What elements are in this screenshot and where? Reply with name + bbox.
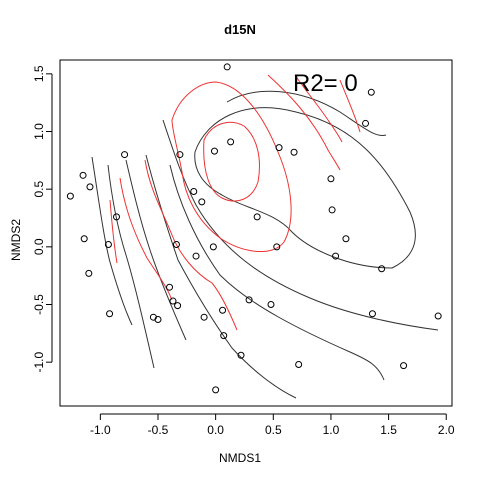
contour-line [171,81,292,253]
contour-line [339,79,361,133]
data-point [209,243,217,251]
y-axis-label: NMDS2 [9,218,23,262]
x-tick-label: 0.0 [207,423,224,437]
data-point [378,265,386,273]
data-point [219,306,227,314]
data-point [342,235,350,243]
data-point [327,175,335,183]
data-point [227,138,235,146]
data-point [85,269,93,277]
data-point [400,362,408,370]
data-point [253,213,261,221]
contour-line [169,164,385,381]
data-point [368,310,376,318]
data-point [169,297,177,305]
data-point [106,310,114,318]
contour-line [203,121,260,202]
contour-line [125,159,187,341]
data-point [273,243,281,251]
contour-line [294,74,343,143]
y-tick-label: -1.0 [32,352,46,373]
data-point [112,213,120,221]
data-point [174,302,182,310]
y-tick-label: 0.0 [32,238,46,255]
x-tick-label: 0.5 [265,423,282,437]
x-axis-label: NMDS1 [218,451,261,465]
data-point [210,147,218,155]
contour-line [109,199,118,264]
data-point [176,151,184,159]
data-point [267,301,275,309]
x-tick-label: 1.0 [323,423,340,437]
data-point [121,151,129,159]
contour-line [162,119,439,331]
data-point [154,316,162,323]
data-point [220,332,228,340]
data-point [198,198,206,206]
data-point [66,192,74,200]
data-point [328,206,336,214]
contour-line [226,90,387,137]
data-point [223,63,231,71]
r2-annotation: R2= 0 [293,70,358,97]
contour-line [267,74,341,171]
x-tick-label: -0.5 [148,423,169,437]
data-point [275,144,283,152]
contour-line [194,107,416,269]
data-point [434,312,442,320]
y-tick-label: 1.5 [32,65,46,82]
data-point [295,360,303,368]
data-point [190,187,198,195]
data-point [192,252,200,260]
y-tick-label: 0.5 [32,181,46,198]
contour-line [144,159,238,331]
y-tick-label: 1.0 [32,123,46,140]
plot-frame [59,59,453,407]
chart-title: d15N [224,22,256,37]
data-point [172,241,180,249]
contour-line [91,156,133,326]
data-point [80,235,88,243]
data-point [200,313,208,321]
contour-line [145,154,297,399]
x-tick-label: 1.5 [380,423,397,437]
data-point [86,183,94,191]
data-point [79,171,87,179]
data-point [245,296,253,304]
x-tick-label: 2.0 [438,423,455,437]
contour-line [119,177,173,301]
data-point [104,241,112,249]
data-point [237,351,245,359]
data-point [212,386,220,394]
y-tick-label: -0.5 [32,294,46,315]
data-point [367,88,375,96]
contour-line [107,164,155,369]
x-tick-label: -1.0 [90,423,111,437]
data-point [332,252,340,260]
data-point [290,148,298,156]
data-point [166,283,174,291]
data-point [362,119,370,127]
